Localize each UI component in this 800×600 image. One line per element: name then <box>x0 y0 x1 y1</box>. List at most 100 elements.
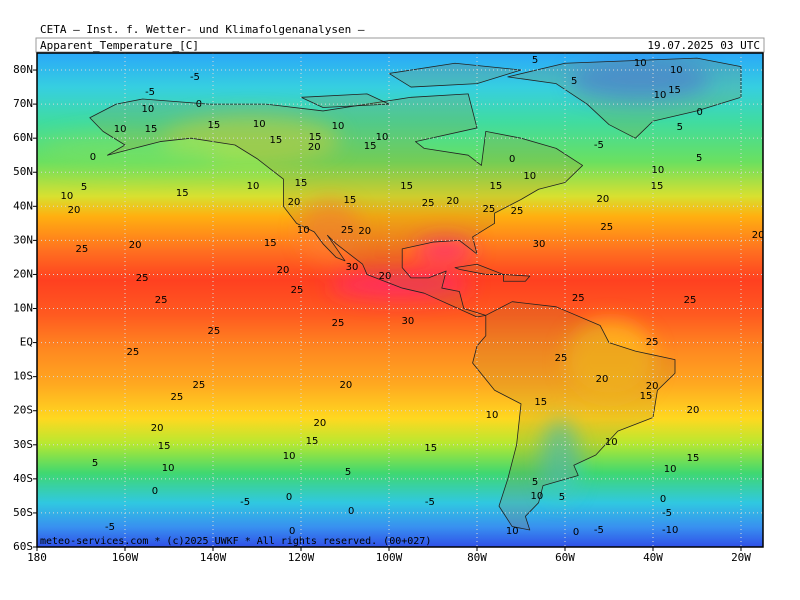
header-title: CETA — Inst. f. Wetter- und Klimafolgena… <box>40 23 365 36</box>
field-name: Apparent_Temperature_[C] <box>40 39 199 52</box>
contour-label: -10 <box>662 525 678 536</box>
contour-label: 20 <box>340 380 353 391</box>
contour-label: 5 <box>571 76 577 87</box>
contour-label: 20 <box>596 194 609 205</box>
contour-label: 20 <box>687 405 700 416</box>
contour-label: 0 <box>289 526 295 537</box>
contour-label: 5 <box>532 477 538 488</box>
contour-label: 15 <box>424 443 437 454</box>
lon-tick-label: 140W <box>200 551 227 564</box>
contour-label: 10 <box>253 119 266 130</box>
lon-tick-label: 80W <box>467 551 487 564</box>
contour-label: -5 <box>662 508 672 519</box>
lat-tick-label: 80N <box>13 63 33 76</box>
contour-label: 25 <box>483 204 496 215</box>
contour-label: 5 <box>677 122 683 133</box>
contour-label: 25 <box>208 326 221 337</box>
lat-tick-label: 50S <box>13 506 33 519</box>
contour-label: 25 <box>422 198 435 209</box>
contour-label: 0 <box>348 506 354 517</box>
contour-label: 30 <box>402 316 415 327</box>
contour-label: 25 <box>332 318 345 329</box>
contour-label: 25 <box>155 295 168 306</box>
footer-credit: meteo-services.com * (c)2025 UWKF * All … <box>40 536 431 547</box>
contour-label: 20 <box>308 142 321 153</box>
contour-label: 15 <box>490 181 503 192</box>
contour-label: 20 <box>129 240 142 251</box>
contour-label: 5 <box>345 467 351 478</box>
contour-label: 15 <box>534 397 547 408</box>
contour-label: 25 <box>341 225 354 236</box>
lat-tick-label: 40S <box>13 472 33 485</box>
landmass <box>388 62 522 88</box>
contour-label: 10 <box>651 165 664 176</box>
contour-label: 10 <box>376 132 389 143</box>
contour-label: 25 <box>684 295 697 306</box>
contour-label: 25 <box>171 392 184 403</box>
contour-label: -5 <box>145 87 155 98</box>
valid-time: 19.07.2025 03 UTC <box>647 39 760 52</box>
contour-label: 5 <box>532 55 538 66</box>
contour-label: 15 <box>640 391 653 402</box>
contour-label: 0 <box>90 152 96 163</box>
lat-tick-label: 50N <box>13 165 33 178</box>
contour-label: 0 <box>286 492 292 503</box>
contour-label: 5 <box>696 153 702 164</box>
contour-label: 15 <box>306 436 319 447</box>
lat-tick-label: 20N <box>13 267 33 280</box>
lon-tick-label: 100W <box>376 551 403 564</box>
contour-label: 10 <box>283 451 296 462</box>
lat-tick-label: 30S <box>13 438 33 451</box>
contour-label: 15 <box>264 238 277 249</box>
contour-label: 10 <box>162 463 175 474</box>
contour-label: 5 <box>559 492 565 503</box>
contour-label: 20 <box>596 374 609 385</box>
lat-tick-label: 70N <box>13 97 33 110</box>
contour-label: 25 <box>555 353 568 364</box>
coastlines <box>89 57 742 531</box>
contour-label: 15 <box>309 132 322 143</box>
contour-label: 0 <box>509 154 515 165</box>
contour-label: 15 <box>270 135 283 146</box>
contour-label: -5 <box>425 497 435 508</box>
lat-tick-label: 30N <box>13 233 33 246</box>
contour-label: 20 <box>288 197 301 208</box>
landmass <box>472 301 676 531</box>
contour-label: 10 <box>486 410 499 421</box>
contour-label: 15 <box>176 188 189 199</box>
landmass <box>502 274 531 282</box>
landmass <box>454 263 504 275</box>
contour-label: 10 <box>297 225 310 236</box>
contour-label: 20 <box>151 423 164 434</box>
contour-label: 0 <box>152 486 158 497</box>
contour-label: 10 <box>114 124 127 135</box>
contour-label: 25 <box>76 244 89 255</box>
contour-label: 10 <box>247 181 260 192</box>
lon-tick-label: 40W <box>643 551 663 564</box>
contour-label: 30 <box>346 262 359 273</box>
contour-label: 20 <box>277 265 290 276</box>
contour-label: 10 <box>61 191 74 202</box>
contour-label: 10 <box>142 104 155 115</box>
contour-label: 25 <box>600 222 613 233</box>
contour-label: 15 <box>145 124 158 135</box>
contour-label: -5 <box>594 525 604 536</box>
lat-tick-label: EQ <box>20 336 33 349</box>
contour-label: 10 <box>332 121 345 132</box>
contour-label: 20 <box>379 271 392 282</box>
lat-tick-label: 60N <box>13 131 33 144</box>
contour-label: 10 <box>634 58 647 69</box>
contour-label: 10 <box>506 526 519 537</box>
landmass <box>507 57 742 139</box>
contour-label: 20 <box>68 205 81 216</box>
contour-label: 10 <box>605 437 618 448</box>
contour-label: 15 <box>158 441 171 452</box>
contour-label: 15 <box>400 181 413 192</box>
contour-label: 25 <box>572 293 585 304</box>
contour-label: 25 <box>193 380 206 391</box>
contour-label: 10 <box>523 171 536 182</box>
lat-tick-label: 60S <box>13 540 33 553</box>
lon-tick-label: 120W <box>288 551 315 564</box>
